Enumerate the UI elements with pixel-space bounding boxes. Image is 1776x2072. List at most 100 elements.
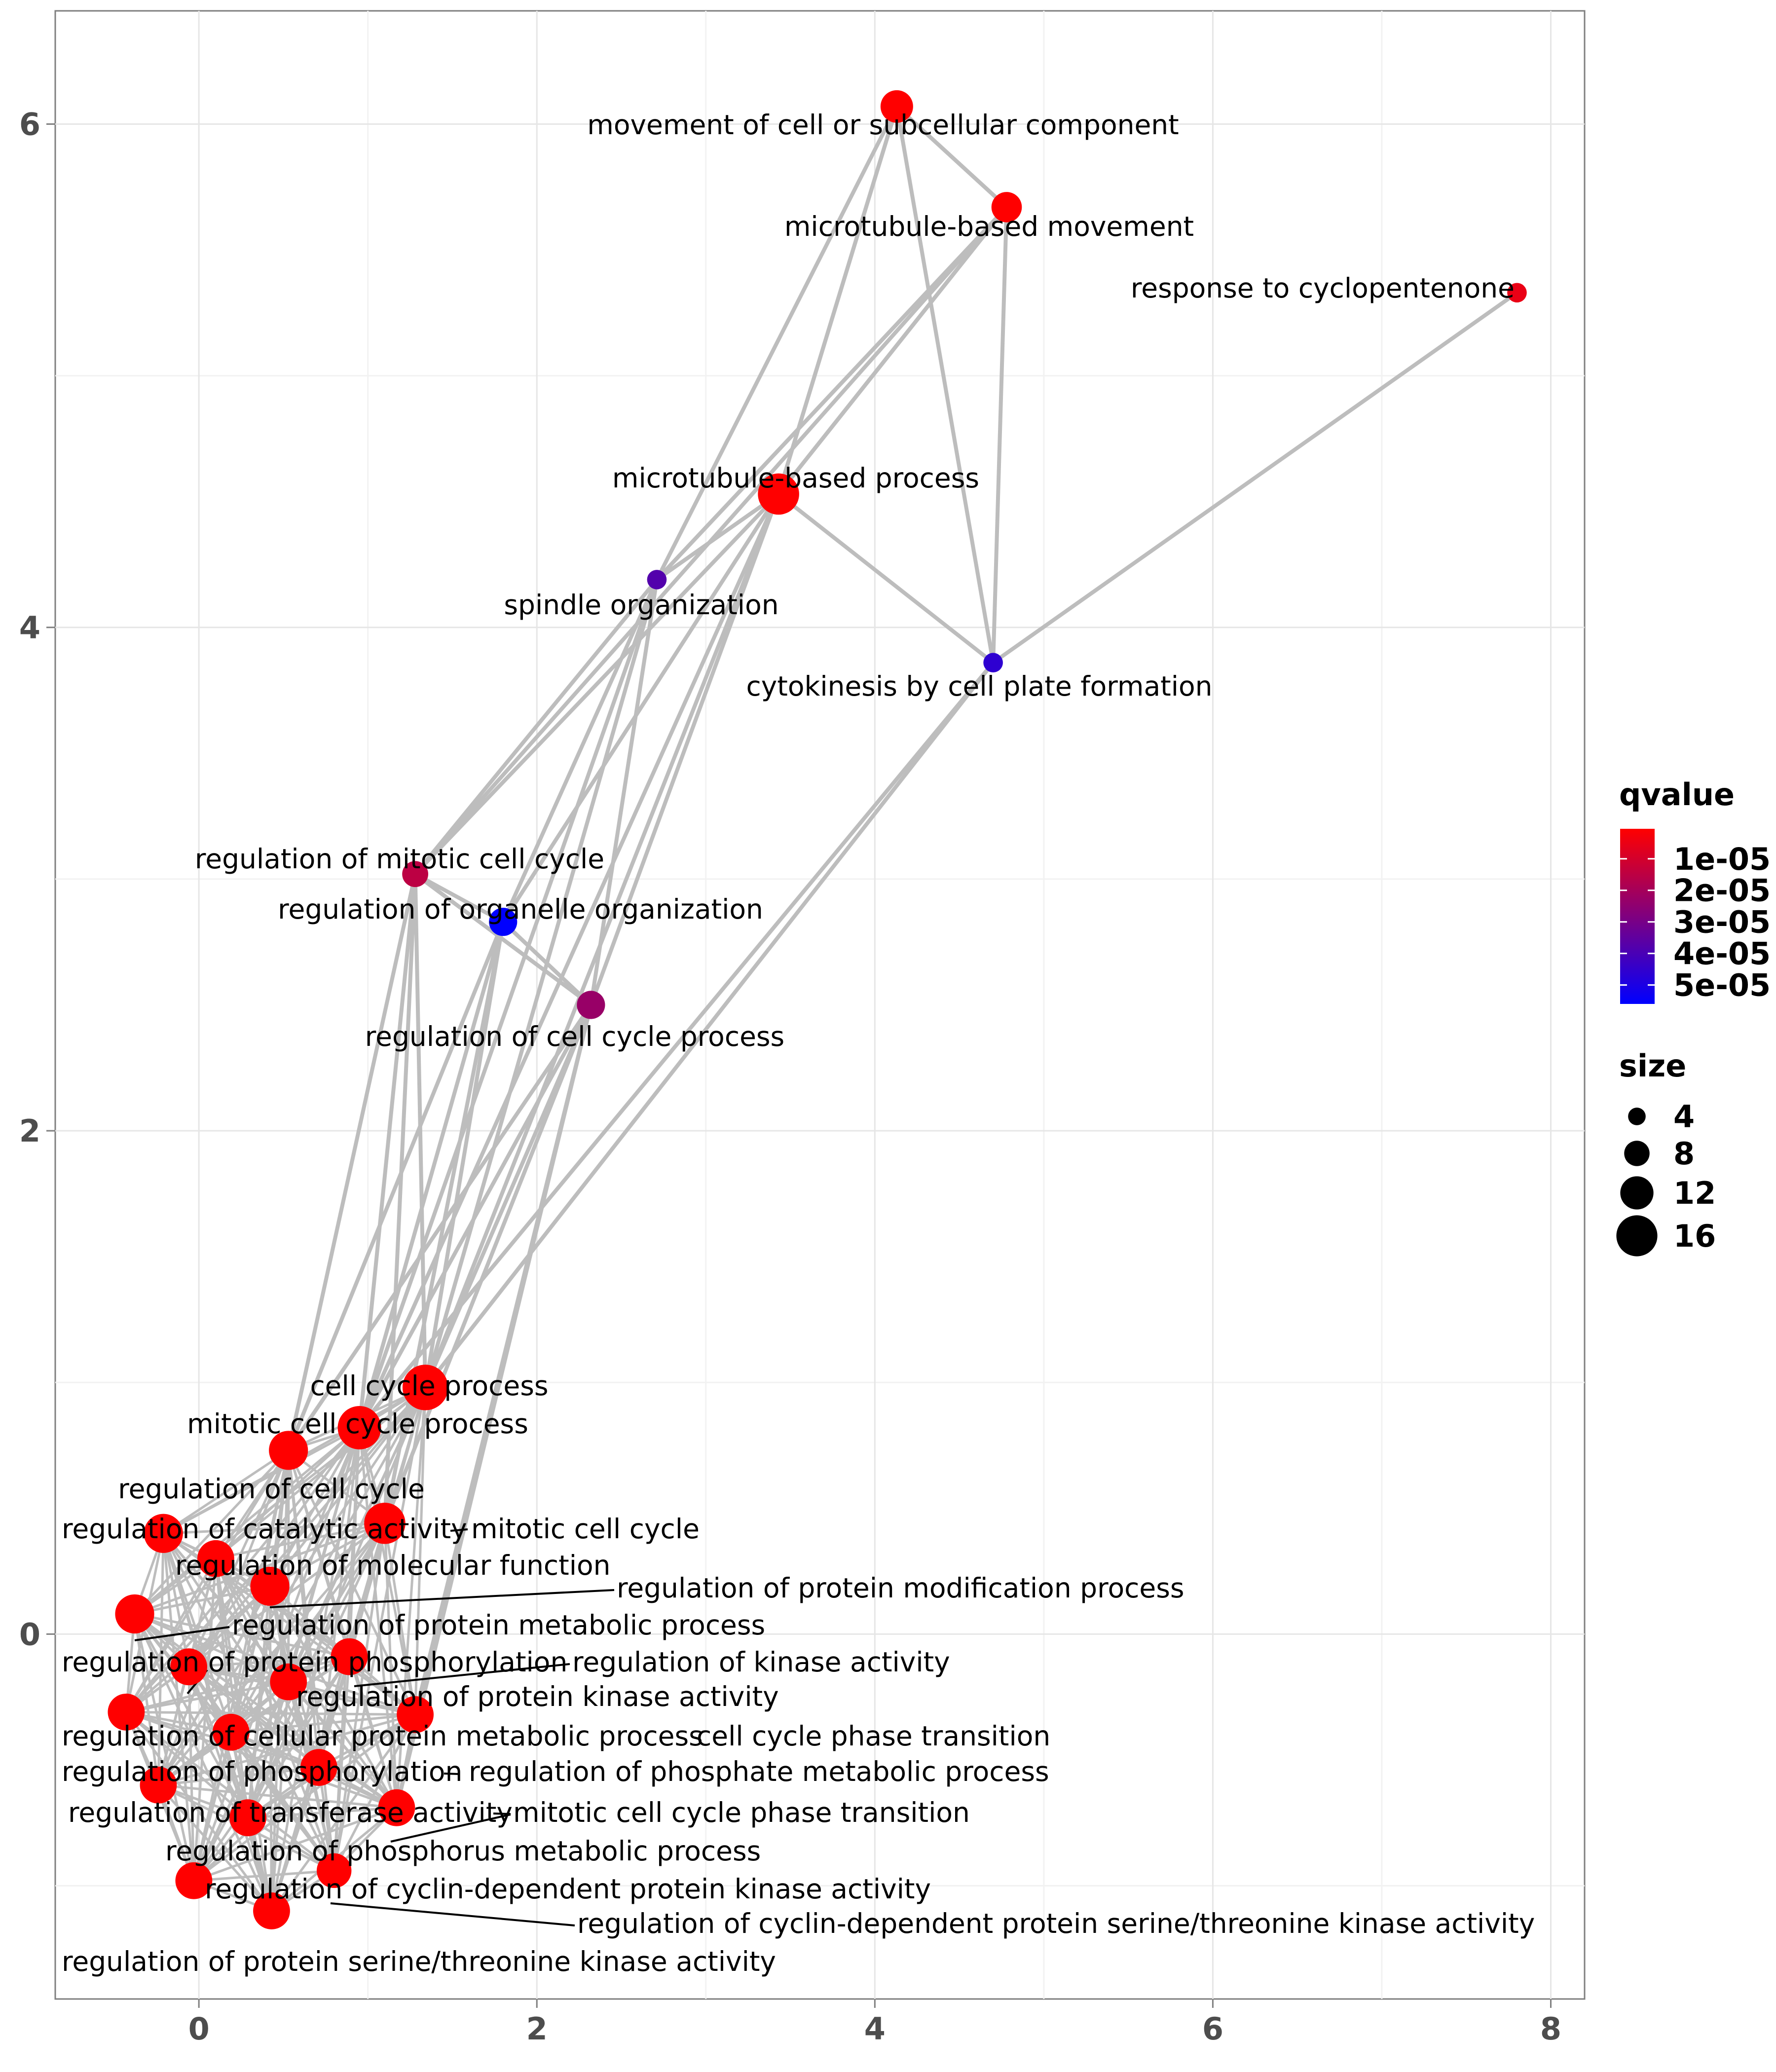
edge bbox=[589, 579, 659, 1005]
edge bbox=[270, 1767, 320, 1912]
label-connectors bbox=[134, 1528, 615, 1926]
edge bbox=[270, 1427, 361, 1911]
edge bbox=[413, 492, 780, 876]
edge bbox=[333, 1714, 416, 1871]
node-label: regulation of cyclin-dependent protein s… bbox=[577, 1908, 1535, 1939]
edge bbox=[215, 1557, 416, 1716]
node-label: regulation of molecular function bbox=[175, 1550, 611, 1581]
node-point bbox=[229, 1799, 266, 1837]
node-point bbox=[378, 1789, 415, 1826]
x-axis: 0 2 4 6 8 bbox=[188, 1999, 1561, 2047]
edge bbox=[126, 1710, 415, 1716]
edge bbox=[269, 1522, 386, 1588]
edge bbox=[158, 1783, 397, 1809]
size-key-label: 16 bbox=[1673, 1218, 1716, 1254]
size-key-dot bbox=[1628, 1108, 1646, 1125]
node-label: microtubule-based process bbox=[612, 462, 979, 494]
node-point bbox=[397, 1696, 434, 1733]
edge bbox=[134, 1613, 289, 1683]
edge bbox=[125, 1449, 290, 1713]
node-point bbox=[269, 1431, 308, 1470]
edge bbox=[134, 1613, 320, 1769]
x-tick-label: 2 bbox=[526, 2011, 548, 2047]
edge bbox=[357, 493, 780, 1429]
edge bbox=[424, 661, 995, 1389]
edge bbox=[134, 1613, 350, 1658]
node-point bbox=[880, 90, 913, 123]
node-point bbox=[270, 1663, 307, 1701]
node-label: regulation of organelle organization bbox=[278, 893, 763, 925]
node-point bbox=[577, 991, 605, 1019]
edge bbox=[158, 1766, 319, 1786]
y-axis: 0 2 4 6 bbox=[19, 107, 55, 1652]
node-point bbox=[144, 1514, 183, 1553]
edge bbox=[777, 492, 995, 665]
node-label: regulation of phosphorylation bbox=[62, 1756, 462, 1787]
label-connector bbox=[493, 1813, 511, 1815]
node-label: cell cycle process bbox=[310, 1370, 548, 1402]
edge bbox=[287, 1003, 593, 1452]
node-label: response to cyclopentenone bbox=[1131, 272, 1515, 304]
edge bbox=[333, 1657, 351, 1871]
label-connector bbox=[330, 1902, 575, 1926]
node-point bbox=[212, 1713, 250, 1751]
node-point bbox=[253, 1892, 290, 1929]
edge bbox=[247, 1586, 271, 1818]
size-key-label: 4 bbox=[1673, 1099, 1695, 1135]
edge bbox=[126, 1655, 350, 1713]
colorbar-tick-label: 5e-05 bbox=[1673, 967, 1771, 1003]
edge bbox=[414, 872, 504, 924]
edge bbox=[133, 1613, 195, 1881]
legend-colorbar bbox=[1620, 829, 1655, 1004]
edge bbox=[348, 1656, 398, 1809]
node-labels: movement of cell or subcellular componen… bbox=[62, 109, 1535, 1977]
edge bbox=[286, 873, 417, 1451]
edge bbox=[357, 579, 659, 1429]
node-label: cytokinesis by cell plate formation bbox=[746, 670, 1212, 702]
edge bbox=[247, 1656, 351, 1819]
node-point bbox=[1507, 283, 1527, 303]
y-tick-label: 2 bbox=[19, 1113, 40, 1149]
edge bbox=[192, 1427, 361, 1882]
colorbar-tick-label: 2e-05 bbox=[1673, 873, 1771, 909]
node-point bbox=[489, 908, 518, 936]
node-point bbox=[402, 861, 429, 888]
edge bbox=[358, 1004, 593, 1429]
edge bbox=[414, 872, 592, 1007]
node-label: regulation of phosphorus metabolic proce… bbox=[165, 1835, 761, 1867]
edge bbox=[134, 1585, 270, 1615]
colorbar-tick-label: 1e-05 bbox=[1673, 841, 1771, 877]
label-connector bbox=[354, 1663, 570, 1687]
node-point bbox=[170, 1648, 208, 1686]
edge bbox=[287, 921, 505, 1451]
edge bbox=[157, 1784, 273, 1912]
edge bbox=[192, 1732, 232, 1881]
edge bbox=[383, 1523, 417, 1715]
node-point bbox=[402, 1365, 448, 1410]
edge bbox=[188, 1665, 398, 1809]
edge bbox=[288, 1680, 416, 1716]
node-point bbox=[647, 570, 667, 590]
label-connector bbox=[134, 1626, 230, 1641]
legend-size-title: size bbox=[1619, 1048, 1686, 1084]
edge bbox=[133, 1614, 160, 1785]
edge bbox=[187, 1666, 273, 1912]
edge bbox=[992, 291, 1518, 665]
node-label: regulation of phosphate metabolic proces… bbox=[469, 1756, 1049, 1787]
colorbar-tick-label: 4e-05 bbox=[1673, 936, 1771, 972]
node-label: movement of cell or subcellular componen… bbox=[587, 109, 1179, 141]
edge bbox=[655, 206, 1008, 581]
edge bbox=[423, 1004, 593, 1388]
edge bbox=[188, 1665, 320, 1769]
edge bbox=[215, 1522, 385, 1560]
edge bbox=[162, 1532, 320, 1769]
node-label: regulation of protein phosphorylation bbox=[62, 1646, 567, 1678]
edge bbox=[501, 920, 592, 1006]
node-label: regulation of cell cycle process bbox=[365, 1021, 784, 1052]
size-key-label: 12 bbox=[1673, 1175, 1716, 1211]
node-label: cell cycle phase transition bbox=[697, 1720, 1050, 1752]
edge bbox=[655, 106, 899, 581]
size-key-label: 8 bbox=[1673, 1136, 1695, 1172]
